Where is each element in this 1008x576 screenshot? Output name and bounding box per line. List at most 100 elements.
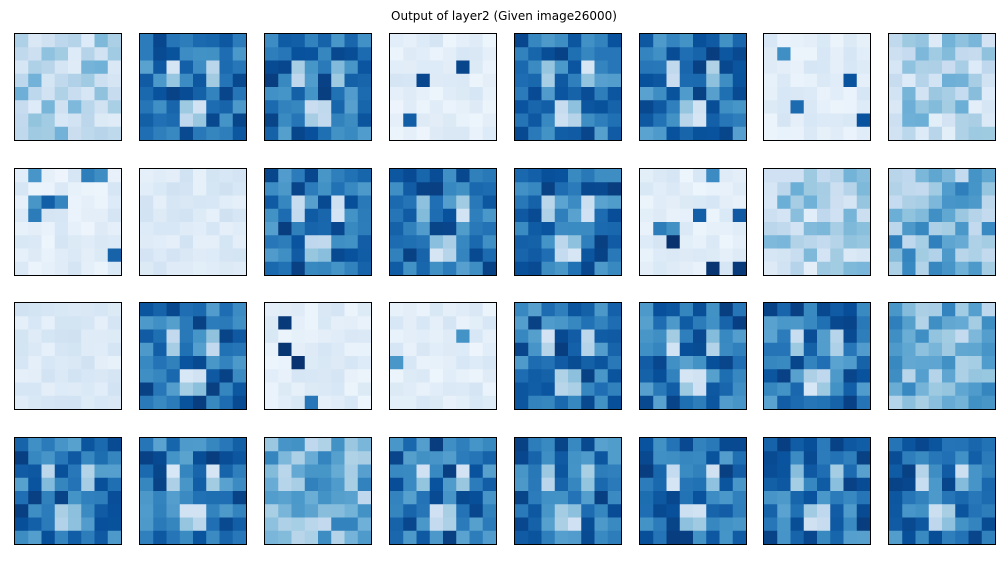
heatmap-cell [527,168,542,183]
heatmap-cell [607,382,621,397]
heatmap-cell [278,47,292,61]
heatmap-cell [889,195,903,209]
heatmap-cell [639,87,654,101]
heatmap-cell [179,491,194,505]
heatmap-cell [705,356,720,370]
heatmap-cell [514,113,529,128]
heatmap-cell [482,438,496,452]
heatmap-cell [732,261,746,275]
heatmap-cell [889,451,903,465]
heatmap-cell [317,100,332,114]
heatmap-panel-28 [513,437,622,546]
heatmap-cell [692,517,707,532]
heatmap-cell [594,261,608,275]
heatmap-cell [469,60,483,75]
heatmap-cell [777,248,792,262]
heatmap-cell [41,234,56,249]
heatmap-cell [692,530,707,545]
heatmap-cell [554,451,568,465]
heatmap-cell [594,195,608,209]
heatmap-cell [344,47,358,61]
heatmap-cell [317,491,332,505]
heatmap-cell [705,396,720,410]
heatmap-cell [264,181,279,196]
heatmap-cell [705,34,720,48]
heatmap-cell [968,126,983,140]
heatmap-cell [817,261,831,275]
heatmap-cell [317,234,332,249]
heatmap-cell [179,343,194,357]
heatmap-cell [843,87,858,101]
heatmap-cell [15,343,29,357]
heatmap-cell [442,113,457,128]
heatmap-cell [719,195,733,209]
heatmap-cell [804,530,818,545]
heatmap-cell [639,261,654,275]
heatmap-cell [652,34,667,48]
heatmap-cell [777,168,792,183]
heatmap-cell [455,477,470,492]
heatmap-cell [482,491,496,505]
heatmap-cell [206,396,220,410]
heatmap-cell [331,47,345,61]
heatmap-cell [580,87,595,101]
heatmap-cell [915,34,930,48]
heatmap-cell [28,451,42,465]
heatmap-cell [482,477,496,492]
heatmap-cell [429,303,443,317]
heatmap-image-8 [15,168,121,275]
heatmap-cell [607,34,621,48]
heatmap-cell [153,248,167,262]
heatmap-cell [482,451,496,465]
heatmap-cell [416,126,430,140]
heatmap-cell [291,396,305,410]
heatmap-cell [889,369,903,384]
heatmap-cell [527,87,542,101]
heatmap-cell [68,451,82,465]
heatmap-cell [902,504,917,518]
heatmap-cell [54,34,69,48]
heatmap-cell [15,382,29,397]
heatmap-cell [607,234,621,249]
heatmap-cell [153,47,167,61]
heatmap-cell [264,47,279,61]
heatmap-cell [206,73,220,88]
heatmap-cell [679,464,693,479]
heatmap-cell [857,329,871,344]
heatmap-cell [639,208,654,222]
heatmap-cell [942,248,956,262]
heatmap-cell [344,221,358,236]
heatmap-cell [344,248,358,262]
heatmap-cell [580,382,595,397]
heatmap-panel-0 [14,33,122,141]
heatmap-cell [291,47,305,61]
heatmap-cell [929,60,943,75]
heatmap-cell [527,126,542,140]
heatmap-image-0 [15,34,121,140]
heatmap-cell [94,100,109,114]
heatmap-cell [357,504,371,518]
heatmap-cell [153,168,167,183]
heatmap-cell [206,329,220,344]
heatmap-cell [666,126,680,140]
heatmap-cell [857,504,871,518]
heatmap-cell [206,343,220,357]
heatmap-cell [41,60,56,75]
heatmap-cell [541,504,555,518]
heatmap-cell [41,477,56,492]
heatmap-cell [567,464,582,479]
heatmap-cell [94,87,109,101]
heatmap-cell [166,60,180,75]
heatmap-cell [192,195,207,209]
heatmap-cell [705,451,720,465]
heatmap-cell [955,396,970,410]
heatmap-cell [804,464,818,479]
heatmap-cell [567,329,582,344]
heatmap-cell [514,530,529,545]
heatmap-cell [929,504,943,518]
heatmap-cell [804,113,818,128]
heatmap-cell [291,168,305,183]
heatmap-cell [764,47,778,61]
heatmap-cell [982,491,996,505]
heatmap-cell [54,87,69,101]
